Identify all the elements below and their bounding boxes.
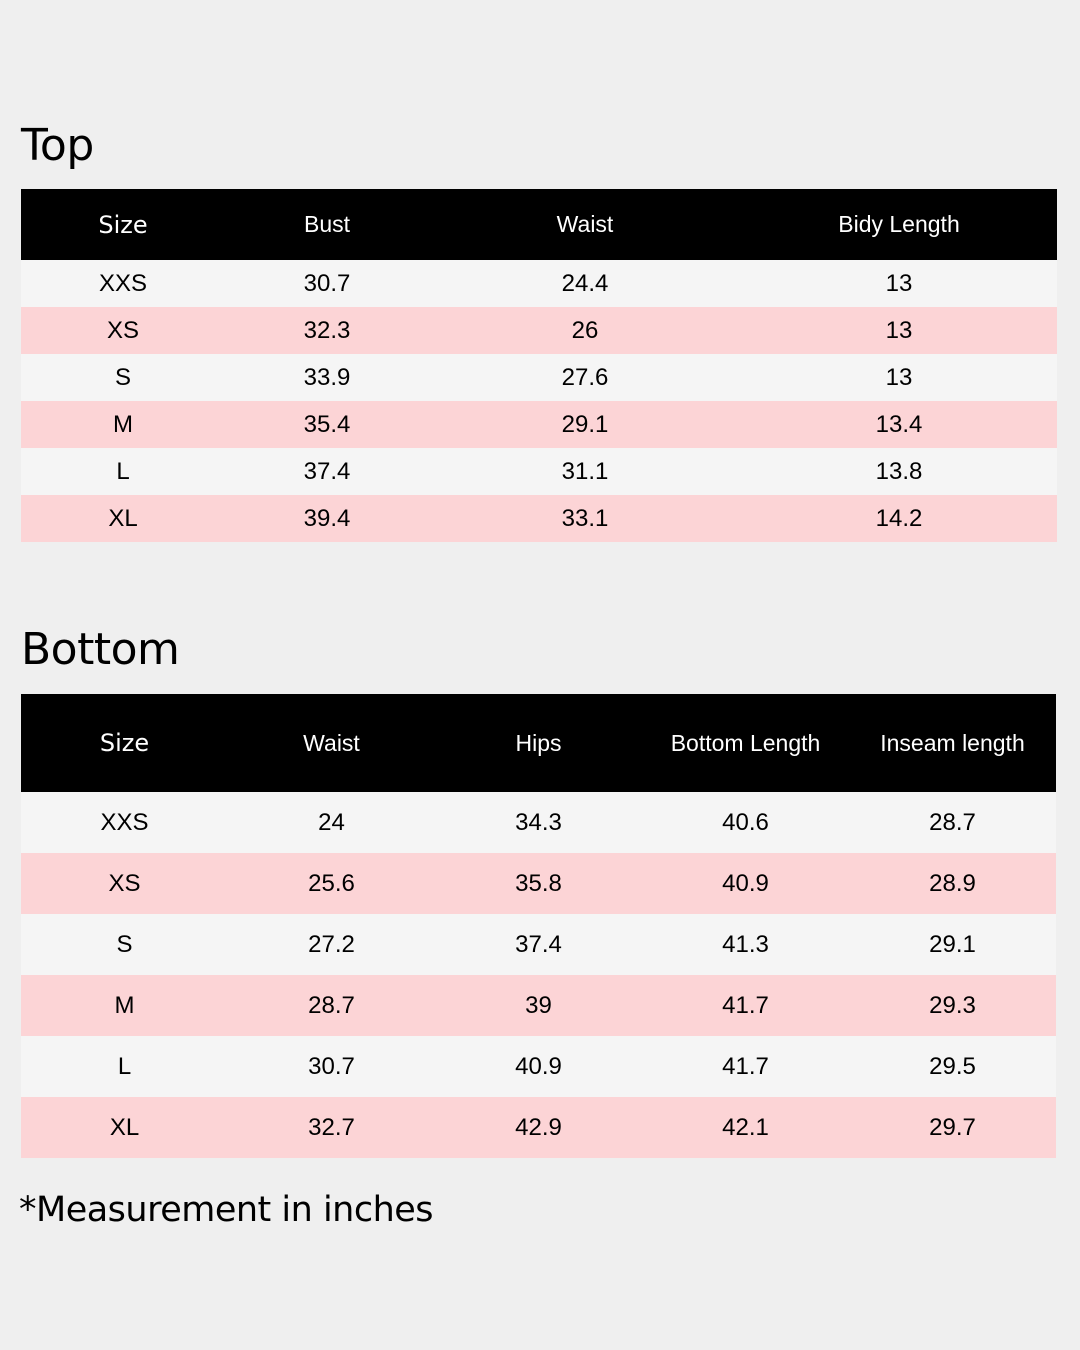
table-row: M 28.7 39 41.7 29.3 <box>21 975 1056 1036</box>
column-header-waist: Waist <box>429 189 741 260</box>
bottom-section-title: Bottom <box>21 624 180 675</box>
waist-cell: 27.6 <box>561 363 609 391</box>
bottom-length-cell: 41.7 <box>722 1052 769 1080</box>
column-header-hips: Hips <box>435 694 642 792</box>
size-cell: M <box>113 410 133 438</box>
inseam-length-cell: 29.7 <box>929 1113 976 1141</box>
waist-cell: 24.4 <box>561 269 609 297</box>
hips-cell: 42.9 <box>515 1113 562 1141</box>
bottom-length-cell: 41.3 <box>722 930 769 958</box>
hips-cell: 39 <box>525 991 552 1019</box>
column-header-waist: Waist <box>228 694 435 792</box>
size-cell: L <box>117 1052 132 1080</box>
inseam-length-cell: 29.1 <box>929 930 976 958</box>
table-row: XS 32.3 26 13 <box>21 307 1057 354</box>
waist-cell: 24 <box>318 808 345 836</box>
hips-cell: 40.9 <box>515 1052 562 1080</box>
column-header-size: Size <box>21 189 225 260</box>
table-row: XXS 24 34.3 40.6 28.7 <box>21 792 1056 853</box>
bottom-length-cell: 40.6 <box>722 808 769 836</box>
body-length-cell: 14.2 <box>875 504 923 532</box>
size-cell: XS <box>108 869 141 897</box>
hips-cell: 35.8 <box>515 869 562 897</box>
top-section-title: Top <box>21 120 94 171</box>
bottom-length-cell: 41.7 <box>722 991 769 1019</box>
column-header-bust: Bust <box>225 189 429 260</box>
table-row: XXS 30.7 24.4 13 <box>21 260 1057 307</box>
body-length-cell: 13 <box>885 316 913 344</box>
size-cell: XL <box>109 1113 140 1141</box>
column-header-body-length: Bidy Length <box>741 189 1057 260</box>
body-length-cell: 13.4 <box>875 410 923 438</box>
waist-cell: 30.7 <box>308 1052 355 1080</box>
bottom-length-cell: 40.9 <box>722 869 769 897</box>
waist-cell: 27.2 <box>308 930 355 958</box>
waist-cell: 31.1 <box>561 457 609 485</box>
waist-cell: 25.6 <box>308 869 355 897</box>
waist-cell: 28.7 <box>308 991 355 1019</box>
waist-cell: 33.1 <box>561 504 609 532</box>
bust-cell: 33.9 <box>303 363 351 391</box>
inseam-length-cell: 29.3 <box>929 991 976 1019</box>
waist-cell: 29.1 <box>561 410 609 438</box>
waist-cell: 32.7 <box>308 1113 355 1141</box>
size-cell: S <box>116 930 133 958</box>
inseam-length-cell: 28.7 <box>929 808 976 836</box>
inseam-length-cell: 28.9 <box>929 869 976 897</box>
table-row: S 27.2 37.4 41.3 29.1 <box>21 914 1056 975</box>
table-row: S 33.9 27.6 13 <box>21 354 1057 401</box>
size-cell: XL <box>108 504 138 532</box>
table-row: L 30.7 40.9 41.7 29.5 <box>21 1036 1056 1097</box>
size-cell: XS <box>106 316 139 344</box>
body-length-cell: 13 <box>885 363 913 391</box>
bust-cell: 39.4 <box>303 504 351 532</box>
top-size-table: Size Bust Waist Bidy Length XXS 30.7 24.… <box>21 189 1057 542</box>
measurement-footnote: *Measurement in inches <box>19 1190 434 1230</box>
table-row: XL 32.7 42.9 42.1 29.7 <box>21 1097 1056 1158</box>
column-header-bottom-length: Bottom Length <box>642 694 849 792</box>
table-header-row: Size Bust Waist Bidy Length <box>21 189 1057 260</box>
size-cell: XXS <box>98 269 148 297</box>
bust-cell: 37.4 <box>303 457 351 485</box>
size-cell: XXS <box>100 808 149 836</box>
bust-cell: 32.3 <box>303 316 351 344</box>
bust-cell: 35.4 <box>303 410 351 438</box>
size-cell: S <box>114 363 131 391</box>
hips-cell: 34.3 <box>515 808 562 836</box>
inseam-length-cell: 29.5 <box>929 1052 976 1080</box>
column-header-size: Size <box>21 694 228 792</box>
body-length-cell: 13.8 <box>875 457 923 485</box>
size-cell: L <box>116 457 130 485</box>
hips-cell: 37.4 <box>515 930 562 958</box>
size-cell: M <box>114 991 135 1019</box>
table-row: M 35.4 29.1 13.4 <box>21 401 1057 448</box>
waist-cell: 26 <box>571 316 599 344</box>
table-header-row: Size Waist Hips Bottom Length Inseam len… <box>21 694 1056 792</box>
table-row: L 37.4 31.1 13.8 <box>21 448 1057 495</box>
table-row: XL 39.4 33.1 14.2 <box>21 495 1057 542</box>
body-length-cell: 13 <box>885 269 913 297</box>
table-row: XS 25.6 35.8 40.9 28.9 <box>21 853 1056 914</box>
bottom-size-table: Size Waist Hips Bottom Length Inseam len… <box>21 694 1056 1158</box>
column-header-inseam-length: Inseam length <box>849 694 1056 792</box>
bottom-length-cell: 42.1 <box>722 1113 769 1141</box>
bust-cell: 30.7 <box>303 269 351 297</box>
